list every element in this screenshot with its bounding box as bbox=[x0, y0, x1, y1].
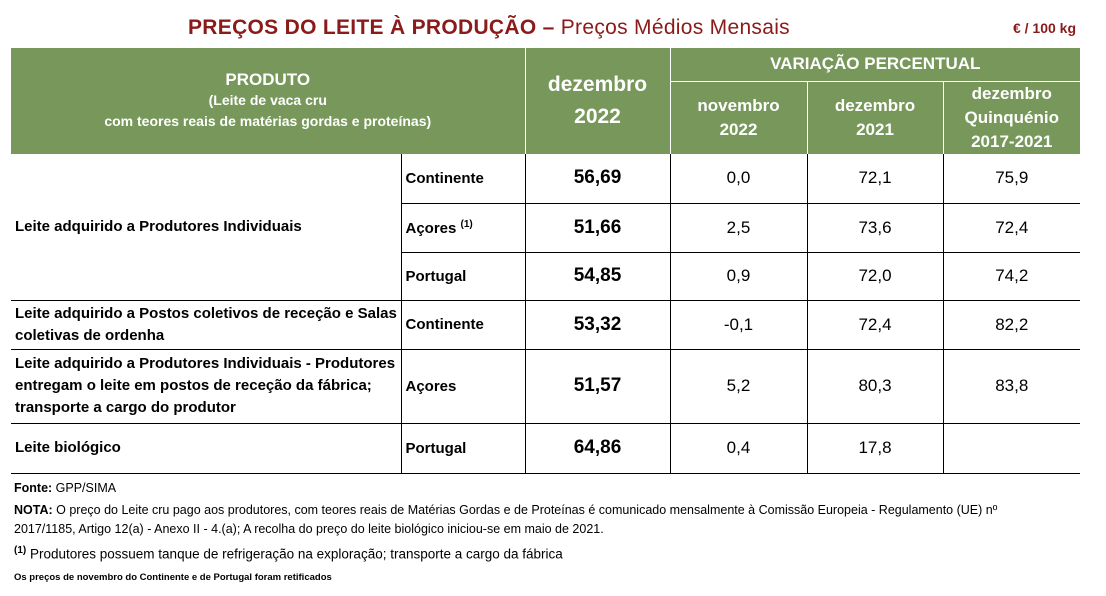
footnote-ref: (1) bbox=[460, 218, 473, 230]
title-sub: Preços Médios Mensais bbox=[560, 16, 790, 39]
var-quinq-cell: 82,2 bbox=[942, 300, 1081, 350]
region-cell: Continente bbox=[400, 300, 525, 350]
nota-line-2: 2017/1185, Artigo 12(a) - Anexo II - 4.(… bbox=[14, 522, 604, 536]
var-nov-cell: 0,0 bbox=[669, 154, 807, 204]
source-note: Fonte: GPP/SIMA bbox=[14, 481, 116, 495]
retificados-note: Os preços de novembro do Continente e de… bbox=[14, 572, 332, 583]
table-row: Açores (1) 51,66 2,5 73,6 72,4 bbox=[11, 203, 1081, 253]
region-cell-text: Açores bbox=[405, 219, 457, 237]
group-label-biologico: Leite biológico bbox=[11, 423, 401, 474]
price-cell: 51,66 bbox=[524, 203, 670, 253]
footnote: (1) Produtores possuem tanque de refrige… bbox=[14, 545, 563, 562]
price-cell: 53,32 bbox=[524, 300, 670, 350]
prices-table: PRODUTO (Leite de vaca cru com teores re… bbox=[11, 48, 1081, 474]
price-cell: 56,69 bbox=[524, 154, 670, 204]
group-label-postos: Leite adquirido a Postos coletivos de re… bbox=[11, 300, 401, 350]
table-row: Leite biológico Portugal 64,86 0,4 17,8 bbox=[11, 423, 1081, 474]
group-label-fabrica: Leite adquirido a Produtores Individuais… bbox=[11, 349, 401, 424]
var-dez-cell: 17,8 bbox=[806, 423, 943, 474]
footnote-text: Produtores possuem tanque de refrigeraçã… bbox=[26, 546, 563, 562]
var-quinq-cell: 74,2 bbox=[942, 252, 1081, 301]
header-col-quinquenio-l1: dezembro bbox=[971, 83, 1052, 103]
group-label-individuais: Leite adquirido a Produtores Individuais bbox=[11, 154, 401, 301]
var-quinq-cell bbox=[942, 423, 1081, 474]
header-month-name: dezembro bbox=[547, 73, 648, 96]
header-col-quinquenio: dezembro Quinquénio 2017-2021 bbox=[942, 81, 1081, 154]
title-separator: – bbox=[536, 16, 561, 39]
var-dez-cell: 72,4 bbox=[806, 300, 943, 350]
var-dez-cell: 73,6 bbox=[806, 203, 943, 253]
region-cell: Açores bbox=[400, 349, 525, 424]
region-cell: Portugal bbox=[400, 423, 525, 474]
header-col-dez2021-l2: 2021 bbox=[856, 119, 894, 139]
header-month-year: 2022 bbox=[574, 105, 621, 128]
var-dez-cell: 80,3 bbox=[806, 349, 943, 424]
page-title: PREÇOS DO LEITE À PRODUÇÃO – Preços Médi… bbox=[188, 16, 790, 40]
region-cell: Açores (1) bbox=[400, 203, 525, 253]
source-label: Fonte: bbox=[14, 481, 53, 495]
table-row: Leite adquirido a Produtores Individuais… bbox=[11, 154, 1081, 301]
nota-line-1: NOTA: O preço do Leite cru pago aos prod… bbox=[14, 503, 997, 517]
var-nov-cell: 5,2 bbox=[669, 349, 807, 424]
region-cell: Continente bbox=[400, 154, 525, 204]
var-nov-cell: 0,9 bbox=[669, 252, 807, 301]
unit-label: € / 100 kg bbox=[1012, 20, 1076, 36]
header-produto-sub1: (Leite de vaca cru bbox=[208, 92, 327, 108]
header-month: dezembro 2022 bbox=[524, 48, 670, 154]
nota-label: NOTA: bbox=[14, 503, 53, 517]
var-quinq-cell: 83,8 bbox=[942, 349, 1081, 424]
var-nov-cell: 0,4 bbox=[669, 423, 807, 474]
header-col-nov2022: novembro 2022 bbox=[669, 81, 807, 154]
table-row: Leite adquirido a Postos coletivos de re… bbox=[11, 300, 1081, 350]
price-cell: 64,86 bbox=[524, 423, 670, 474]
title-main: PREÇOS DO LEITE À PRODUÇÃO bbox=[188, 16, 537, 39]
var-nov-cell: 2,5 bbox=[669, 203, 807, 253]
header-col-dez2021-l1: dezembro bbox=[834, 95, 916, 115]
footnote-mark: (1) bbox=[14, 545, 27, 556]
var-dez-cell: 72,1 bbox=[806, 154, 943, 204]
header-col-nov2022-l1: novembro bbox=[697, 95, 780, 115]
header-produto-title: PRODUTO bbox=[225, 70, 311, 89]
table-row: Portugal 54,85 0,9 72,0 74,2 bbox=[11, 252, 1081, 301]
header-col-quinquenio-l2: Quinquénio bbox=[964, 107, 1059, 127]
var-quinq-cell: 75,9 bbox=[942, 154, 1081, 204]
header-variacao: VARIAÇÃO PERCENTUAL bbox=[669, 48, 1081, 82]
price-cell: 54,85 bbox=[524, 252, 670, 301]
var-quinq-cell: 72,4 bbox=[942, 203, 1081, 253]
source-value: GPP/SIMA bbox=[52, 481, 117, 495]
var-dez-cell: 72,0 bbox=[806, 252, 943, 301]
header-col-nov2022-l2: 2022 bbox=[719, 119, 758, 139]
var-nov-cell: -0,1 bbox=[669, 300, 807, 350]
table-row: Leite adquirido a Produtores Individuais… bbox=[11, 349, 1081, 424]
header-col-dez2021: dezembro 2021 bbox=[806, 81, 943, 154]
header-produto-sub2: com teores reais de matérias gordas e pr… bbox=[104, 113, 432, 129]
price-cell: 51,57 bbox=[524, 349, 670, 424]
header-produto: PRODUTO (Leite de vaca cru com teores re… bbox=[11, 48, 525, 154]
region-cell: Portugal bbox=[400, 252, 525, 301]
nota-text-1: O preço do Leite cru pago aos produtores… bbox=[52, 503, 998, 517]
header-col-quinquenio-l3: 2017-2021 bbox=[971, 131, 1053, 151]
